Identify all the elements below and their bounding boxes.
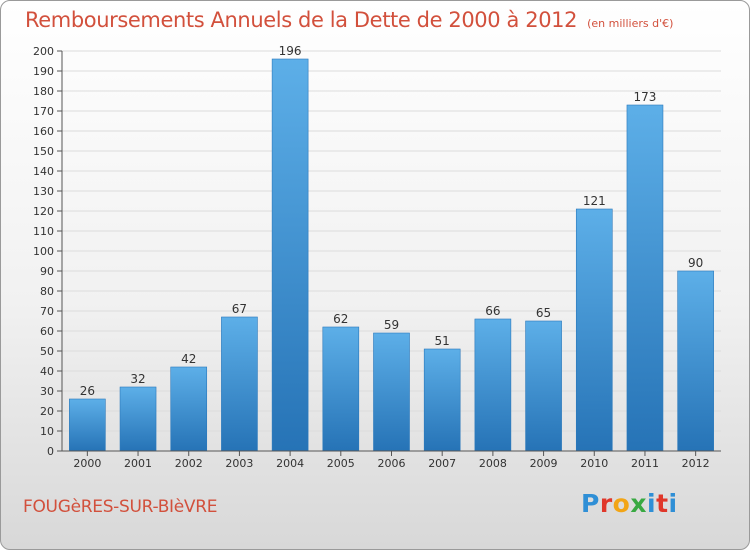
x-tick-label-2001: 2001 (124, 457, 152, 470)
y-tick-label: 150 (33, 145, 54, 158)
logo-letter: i (668, 489, 678, 518)
x-tick-label-2006: 2006 (378, 457, 406, 470)
value-label-2003: 67 (232, 302, 247, 316)
y-axis-ticks: 0 10 20 30 40 50 60 70 80 90 100 110 120 130 140 150 160… (33, 45, 54, 458)
bar-2009 (525, 320, 562, 452)
value-label-2011: 173 (634, 90, 657, 104)
bar-2005 (322, 326, 360, 452)
logo-letter: i (647, 489, 657, 518)
value-label-2005: 62 (333, 312, 348, 326)
proxiti-logo: Proxiti (581, 489, 678, 518)
y-tick-label: 30 (40, 385, 54, 398)
value-label-2008: 66 (485, 304, 500, 318)
y-tick-label: 130 (33, 185, 54, 198)
value-labels: 26 32 42 67 196 62 59 51 66 65 121 173 90 (80, 44, 704, 398)
value-label-2007: 51 (435, 334, 450, 348)
x-tick-label-2009: 2009 (530, 457, 558, 470)
y-tick-label: 200 (33, 45, 54, 58)
y-tick-label: 70 (40, 305, 54, 318)
x-tick-label-2012: 2012 (682, 457, 710, 470)
y-tick-label: 190 (33, 65, 54, 78)
bars (69, 58, 714, 452)
y-tick-label: 50 (40, 345, 54, 358)
y-tick-label: 140 (33, 165, 54, 178)
value-label-2010: 121 (583, 194, 606, 208)
unit-label: (en milliers d'€) (587, 17, 674, 30)
bar-2003 (221, 316, 258, 452)
bar-2011 (626, 104, 664, 452)
commune-name: FOUGèRES-SUR-BIèVRE (23, 497, 218, 517)
y-tick-label: 160 (33, 125, 54, 138)
value-label-2004: 196 (279, 44, 302, 58)
value-label-2001: 32 (130, 372, 145, 386)
y-tick-label: 180 (33, 85, 54, 98)
y-tick-label: 100 (33, 245, 54, 258)
y-tick-label: 20 (40, 405, 54, 418)
bar-2001 (119, 386, 157, 452)
x-tick-label-2003: 2003 (225, 457, 253, 470)
value-label-2012: 90 (688, 256, 703, 270)
logo-letter: r (599, 489, 613, 518)
y-tick-label: 90 (40, 265, 54, 278)
value-label-2009: 65 (536, 306, 551, 320)
logo-letter: P (581, 489, 600, 518)
value-label-2002: 42 (181, 352, 196, 366)
bar-2000 (69, 398, 106, 452)
bar-2002 (170, 366, 208, 452)
x-tick-label-2002: 2002 (175, 457, 203, 470)
bar-2008 (474, 318, 512, 452)
bar-2006 (373, 332, 410, 452)
y-tick-label: 120 (33, 205, 54, 218)
x-axis-ticks: 2000 2001 2002 2003 2004 2005 2006 2007 2008 2009… (73, 451, 710, 470)
value-label-2000: 26 (80, 384, 95, 398)
x-tick-label-2000: 2000 (73, 457, 101, 470)
logo-letter: t (656, 489, 669, 518)
y-tick-label: 110 (33, 225, 54, 238)
axes (61, 51, 721, 452)
y-tick-label: 0 (47, 445, 54, 458)
value-label-2006: 59 (384, 318, 399, 332)
bar-2012 (677, 270, 714, 452)
chart-title: Remboursements Annuels de la Dette de 20… (25, 8, 673, 32)
logo-letter: o (612, 489, 631, 518)
x-tick-label-2007: 2007 (428, 457, 456, 470)
y-tick-label: 60 (40, 325, 54, 338)
bar-2007 (423, 348, 461, 452)
x-tick-label-2005: 2005 (327, 457, 355, 470)
y-tick-label: 40 (40, 365, 54, 378)
y-tick-label: 80 (40, 285, 54, 298)
y-tick-label: 10 (40, 425, 54, 438)
logo-letter: x (630, 489, 647, 518)
bar-2010 (575, 208, 613, 452)
x-tick-label-2008: 2008 (479, 457, 507, 470)
y-tick-label: 170 (33, 105, 54, 118)
bar-2004 (271, 58, 309, 452)
x-tick-label-2010: 2010 (580, 457, 608, 470)
x-tick-label-2011: 2011 (631, 457, 659, 470)
title-text: Remboursements Annuels de la Dette de 20… (25, 8, 578, 32)
x-tick-label-2004: 2004 (276, 457, 304, 470)
